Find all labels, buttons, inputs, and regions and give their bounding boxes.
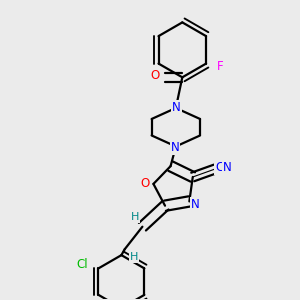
Text: H: H (131, 212, 140, 222)
Text: O: O (141, 177, 150, 190)
Text: F: F (217, 60, 224, 73)
Text: N: N (172, 101, 181, 114)
Text: N: N (170, 141, 179, 154)
Text: H: H (130, 252, 139, 262)
Text: C: C (215, 161, 224, 174)
Text: Cl: Cl (76, 258, 88, 271)
Text: N: N (191, 197, 200, 211)
Text: O: O (151, 69, 160, 82)
Text: N: N (223, 161, 232, 174)
